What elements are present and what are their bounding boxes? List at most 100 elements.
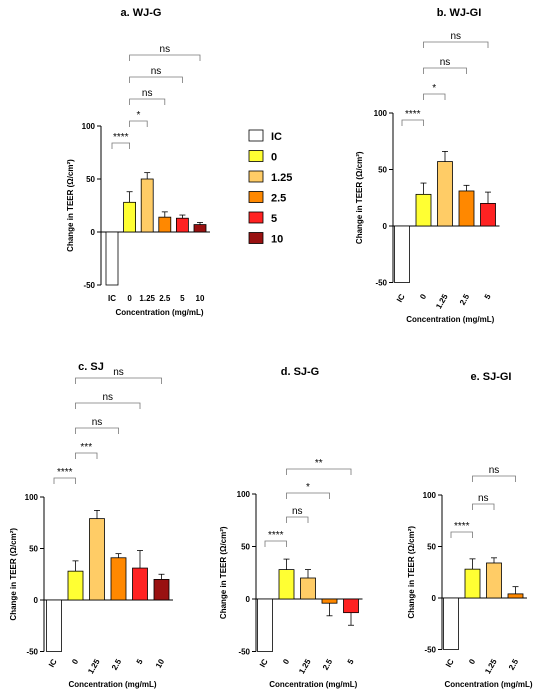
y-axis-label: Change in TEER (Ω/cm²) [9,528,18,621]
chart-title: b. WJ-GI [437,7,482,19]
x-tick-label: 2.5 [458,292,472,307]
significance-bracket [286,516,309,523]
bar-2_5 [321,598,338,604]
x-tick-label: 2.5 [110,657,124,672]
significance-bracket [129,76,183,83]
y-tick-label: -50 [424,646,436,655]
significance-bracket [129,54,201,61]
significance-bracket [472,503,495,510]
y-tick-label: 0 [91,228,96,237]
x-tick-label: IC [108,294,116,303]
significance-label: **** [454,521,470,532]
x-tick-label: 5 [483,292,493,301]
x-tick-label: 1.25 [86,657,102,675]
x-tick-label: 1.25 [139,294,155,303]
legend-swatch-1_25 [248,170,264,183]
bar-1_25 [300,577,316,600]
y-tick-label: 100 [423,491,437,500]
bar-10 [153,579,170,601]
y-tick-label: 50 [29,545,38,554]
legend-swatch-0 [248,150,264,162]
chart-title: a. WJ-G [121,7,162,19]
bar-IC [105,231,119,286]
x-tick-label: 2.5 [507,657,521,672]
y-tick-label: -50 [83,281,95,290]
legend-label: 10 [271,234,283,246]
y-tick-label: -50 [375,279,387,288]
significance-label: ns [92,417,103,428]
bar-5 [132,567,148,601]
legend-swatch-2_5 [248,191,264,203]
x-tick-label: 0 [70,657,80,666]
x-tick-label: 2.5 [321,657,335,672]
x-axis-label: Concentration (mg/mL) [269,680,357,689]
bar-0 [278,569,295,600]
significance-bracket [75,452,98,459]
bar-IC [257,598,273,652]
x-tick-label: 0 [281,657,291,666]
significance-bracket [423,67,467,74]
bar-2_5 [458,190,475,227]
significance-bracket [423,93,446,100]
legend-label: 5 [271,213,277,225]
bar-IC [46,599,62,652]
bar-5 [343,598,359,614]
significance-label: * [306,482,310,493]
x-axis-label: Concentration (mg/mL) [445,680,533,689]
y-axis-label: Change in TEER (Ω/cm²) [219,526,228,619]
significance-label: ns [160,44,171,55]
significance-bracket [129,120,148,127]
bar-0 [123,201,136,233]
bar-0 [464,568,481,599]
x-tick-label: IC [395,292,407,304]
significance-label: **** [57,467,73,478]
y-tick-label: -50 [238,648,250,657]
y-tick-label: 50 [427,543,436,552]
bar-5 [175,217,189,233]
y-tick-label: 50 [86,175,95,184]
significance-bracket [75,402,141,409]
x-tick-label: 0 [418,292,428,301]
bar-1_25 [89,518,105,601]
significance-label: ** [315,458,323,469]
y-tick-label: 0 [246,595,251,604]
legend-label: IC [271,131,282,143]
significance-bracket [111,142,130,149]
bar-1_25 [140,178,154,233]
bar-5 [480,202,496,227]
x-tick-label: 0 [127,294,132,303]
x-tick-label: 5 [346,657,356,666]
x-tick-label: 5 [180,294,185,303]
significance-label: ns [489,465,500,476]
significance-bracket [75,427,119,434]
legend-swatch-10 [248,232,264,244]
bar-1_25 [486,562,502,599]
significance-bracket [401,119,424,126]
significance-label: ns [142,88,153,99]
legend: IC 0 1.25 2.5 5 10 [248,129,292,246]
x-tick-label: IC [444,657,456,669]
significance-bracket [53,477,76,484]
significance-label: **** [405,109,421,120]
legend-label: 0 [271,152,277,164]
bar-IC [394,225,410,283]
significance-bracket [75,377,162,384]
y-axis-label: Change in TEER (Ω/cm²) [407,526,416,619]
bar-10 [193,224,207,233]
legend-label: 2.5 [271,193,286,205]
significance-label: ns [478,493,489,504]
significance-bracket [286,492,330,499]
chart-panel-5: e. SJ-GI -50 0 50 100 Change in TEER (Ω/cm²) I… [407,371,533,689]
significance-label: ns [450,31,461,42]
significance-label: * [136,110,140,121]
significance-label: ns [113,367,124,378]
x-tick-label: 5 [135,657,145,666]
chart-title: e. SJ-GI [471,371,512,383]
y-tick-label: 50 [241,543,250,552]
significance-label: * [432,83,436,94]
y-tick-label: 0 [383,222,388,231]
